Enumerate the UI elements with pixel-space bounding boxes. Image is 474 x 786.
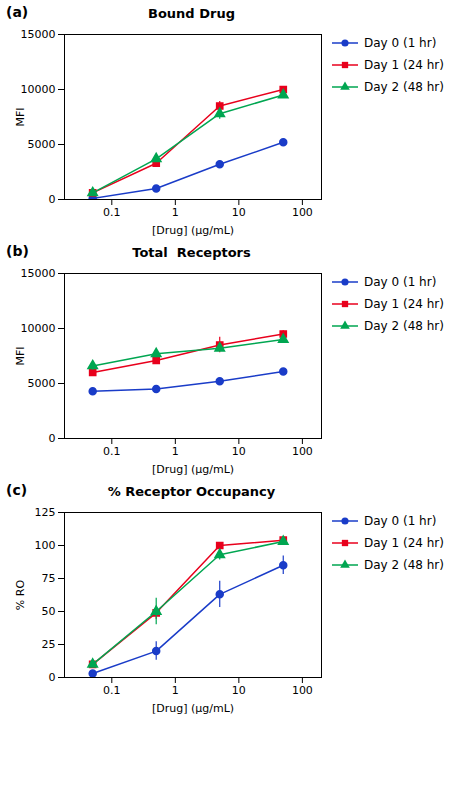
- svg-text:0: 0: [49, 671, 56, 684]
- svg-text:5000: 5000: [28, 138, 56, 151]
- html-text:Total Receptors: Total Receptors: [132, 245, 251, 260]
- svg-text:15000: 15000: [21, 267, 56, 280]
- svg-text:10: 10: [232, 206, 246, 219]
- svg-text:100: 100: [292, 445, 313, 458]
- svg-text:[Drug] (µg/mL): [Drug] (µg/mL): [152, 702, 234, 715]
- svg-text:10000: 10000: [21, 83, 56, 96]
- svg-text:0.1: 0.1: [103, 684, 121, 697]
- html-text:Day 1 (24 hr): Day 1 (24 hr): [364, 536, 444, 550]
- svg-text:0: 0: [49, 432, 56, 445]
- html-text:Day 0 (1 hr): Day 0 (1 hr): [364, 275, 437, 289]
- svg-text:10: 10: [232, 684, 246, 697]
- html-text:(a): (a): [6, 4, 29, 20]
- svg-text:1: 1: [172, 445, 179, 458]
- svg-text:0.1: 0.1: [103, 206, 121, 219]
- svg-text:125: 125: [35, 506, 56, 519]
- html-text:Day 0 (1 hr): Day 0 (1 hr): [364, 36, 437, 50]
- html-text:Day 2 (48 hr): Day 2 (48 hr): [364, 319, 444, 333]
- svg-text:MFI: MFI: [14, 346, 27, 365]
- svg-text:[Drug] (µg/mL): [Drug] (µg/mL): [152, 224, 234, 237]
- svg-text:0: 0: [49, 193, 56, 206]
- html-text:Day 2 (48 hr): Day 2 (48 hr): [364, 80, 444, 94]
- svg-text:25: 25: [42, 638, 56, 651]
- svg-text:0.1: 0.1: [103, 445, 121, 458]
- svg-text:MFI: MFI: [14, 107, 27, 126]
- svg-text:100: 100: [292, 206, 313, 219]
- html-text:Day 1 (24 hr): Day 1 (24 hr): [364, 58, 444, 72]
- html-text:Day 0 (1 hr): Day 0 (1 hr): [364, 514, 437, 528]
- html-text:(b): (b): [6, 243, 29, 259]
- svg-text:50: 50: [42, 605, 56, 618]
- svg-text:15000: 15000: [21, 28, 56, 41]
- svg-text:1: 1: [172, 206, 179, 219]
- html-text:Bound Drug: Bound Drug: [148, 6, 235, 21]
- html-text:% Receptor Occupancy: % Receptor Occupancy: [107, 484, 276, 499]
- svg-text:100: 100: [292, 684, 313, 697]
- html-text:Day 2 (48 hr): Day 2 (48 hr): [364, 558, 444, 572]
- svg-text:10000: 10000: [21, 322, 56, 335]
- svg-text:% RO: % RO: [14, 580, 27, 611]
- svg-text:100: 100: [35, 539, 56, 552]
- html-text:(c): (c): [6, 482, 28, 498]
- svg-text:10: 10: [232, 445, 246, 458]
- html-text:Day 1 (24 hr): Day 1 (24 hr): [364, 297, 444, 311]
- svg-text:5000: 5000: [28, 377, 56, 390]
- svg-text:[Drug] (µg/mL): [Drug] (µg/mL): [152, 463, 234, 476]
- svg-text:75: 75: [42, 572, 56, 585]
- svg-text:1: 1: [172, 684, 179, 697]
